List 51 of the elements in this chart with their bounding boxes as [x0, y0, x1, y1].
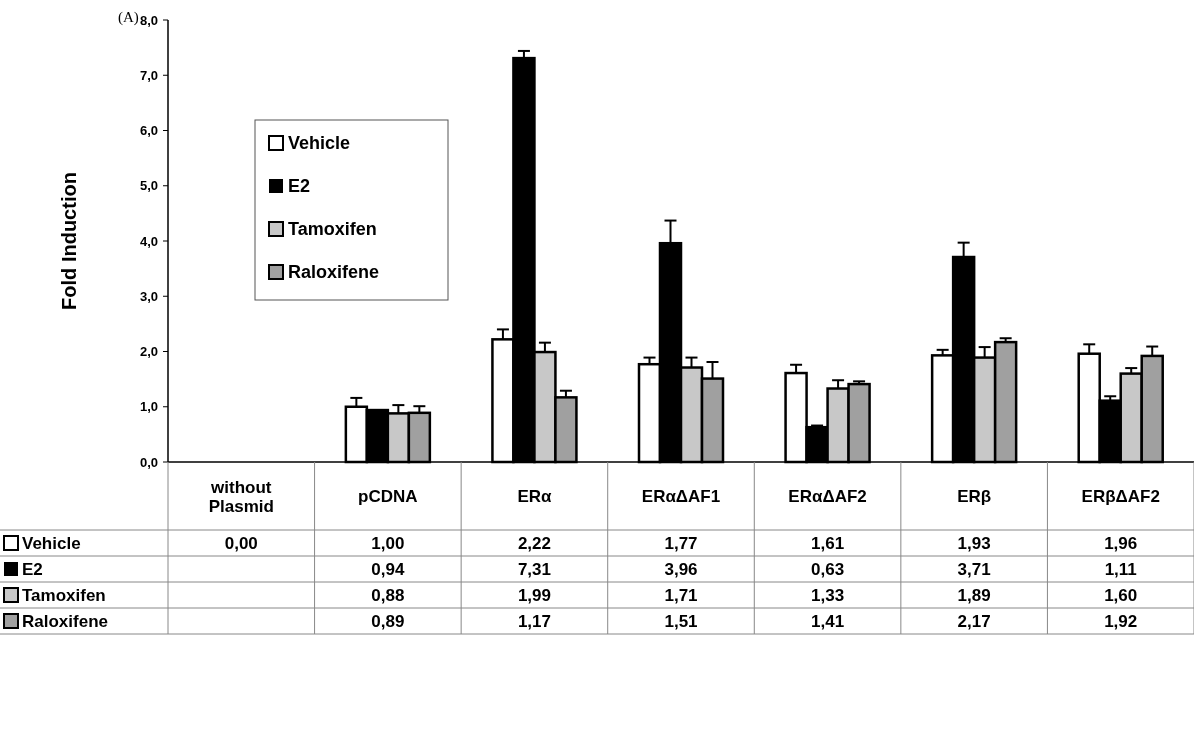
data-label: 0,00 — [224, 533, 258, 553]
data-label: 1,77 — [664, 533, 698, 553]
x-tick-label: pCDNA — [358, 486, 418, 506]
x-tick-label: ERα — [517, 486, 553, 506]
data-label: 1,92 — [1104, 611, 1138, 631]
data-label: 1,11 — [1104, 559, 1137, 579]
text: (A) — [118, 9, 139, 26]
data-label: 0,89 — [371, 611, 405, 631]
y-tick-label: 1,0 — [139, 399, 158, 415]
data-label: 1,61 — [811, 533, 845, 553]
data-label: 0,94 — [371, 559, 405, 579]
data-label: 1,17 — [517, 611, 551, 631]
text: Tamoxifen — [22, 585, 106, 605]
data-label: 1,99 — [517, 585, 551, 605]
text: E2 — [22, 559, 43, 579]
y-axis-title: Fold Induction — [58, 172, 80, 310]
legend-label: E2 — [288, 176, 311, 197]
x-tick-label: ERαΔAF2 — [788, 486, 867, 506]
y-tick-label: 2,0 — [139, 344, 158, 360]
data-label: 1,41 — [811, 611, 845, 631]
text: Raloxifene — [22, 611, 108, 631]
y-tick-label: 6,0 — [139, 123, 158, 139]
y-tick-label: 8,0 — [139, 12, 158, 28]
legend-label: Raloxifene — [288, 262, 380, 283]
y-tick-label: 3,0 — [139, 288, 158, 304]
text: Vehicle — [22, 533, 81, 553]
legend-label: Vehicle — [288, 133, 351, 154]
data-label: 1,89 — [957, 585, 991, 605]
x-tick-label: without Plasmid — [208, 477, 274, 516]
data-label: 2,22 — [517, 533, 551, 553]
data-label: 2,17 — [957, 611, 991, 631]
data-label: 0,88 — [371, 585, 405, 605]
y-tick-label: 5,0 — [139, 178, 158, 194]
data-label: 1,33 — [811, 585, 845, 605]
data-label: 1,96 — [1104, 533, 1138, 553]
data-label: 1,51 — [664, 611, 698, 631]
x-tick-label: ERβΔAF2 — [1081, 486, 1160, 506]
data-label: 1,60 — [1104, 585, 1138, 605]
data-label: 1,93 — [957, 533, 991, 553]
legend-label: Tamoxifen — [288, 219, 377, 240]
y-tick-label: 7,0 — [139, 67, 158, 83]
data-label: 3,71 — [957, 559, 991, 579]
y-tick-label: 4,0 — [139, 233, 158, 249]
data-label: 3,96 — [664, 559, 698, 579]
data-label: 0,63 — [811, 559, 845, 579]
y-tick-label: 0,0 — [139, 454, 158, 470]
data-label: 7,31 — [517, 559, 551, 579]
x-tick-label: ERβ — [957, 486, 992, 506]
data-label: 1,00 — [371, 533, 405, 553]
x-tick-label: ERαΔAF1 — [641, 486, 721, 506]
data-label: 1,71 — [664, 585, 698, 605]
